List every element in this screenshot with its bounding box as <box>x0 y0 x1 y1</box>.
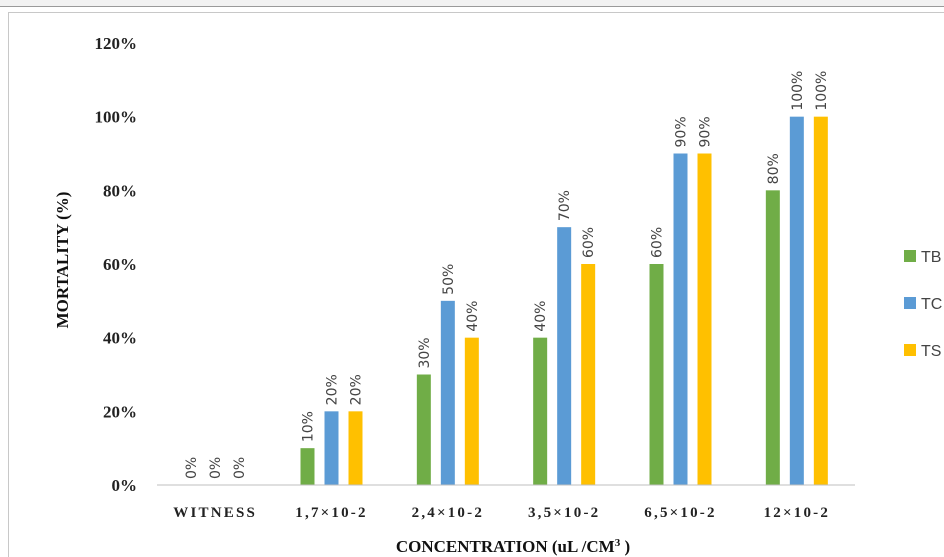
x-tick-label: 12×10-2 <box>764 505 830 521</box>
bar-tc <box>673 153 688 485</box>
legend-label-tc: TC <box>921 296 942 313</box>
data-label: 50% <box>441 264 457 295</box>
bar-ts <box>581 264 596 485</box>
data-label: 40% <box>465 301 481 332</box>
bar-tc <box>440 300 455 485</box>
bar-series <box>300 116 828 486</box>
x-tick-label: 2,4×10-2 <box>412 505 484 521</box>
legend: TB TC TS <box>904 249 942 360</box>
bar-ts <box>348 411 363 485</box>
x-axis-ticks: WITNESS 1,7×10-2 2,4×10-2 3,5×10-2 6,5×10-2 1… <box>173 505 830 521</box>
data-label: 10% <box>301 411 317 442</box>
x-tick-label: WITNESS <box>173 505 257 521</box>
x-axis-title: CONCENTRATION (uL /CM3 ) <box>396 537 630 556</box>
y-tick-label: 20% <box>103 402 137 421</box>
x-axis-title-superscript: 3 <box>615 537 621 549</box>
data-label: 70% <box>557 190 573 221</box>
data-labels: 0% 0% 0% 10% 20% 20% 30% 50% 40% 40% 70% 60% 60% 90% 9… <box>184 71 830 479</box>
x-axis-title-tail: ) <box>620 537 630 556</box>
data-label: 60% <box>650 227 666 258</box>
data-label: 20% <box>325 374 341 405</box>
bar-ts <box>464 337 479 485</box>
data-label: 40% <box>533 301 549 332</box>
bar-ts <box>697 153 712 485</box>
data-label: 0% <box>184 457 200 479</box>
y-tick-label: 80% <box>103 181 137 200</box>
bar-tb <box>533 337 548 485</box>
data-label: 60% <box>581 227 597 258</box>
window-top-edge <box>0 0 944 7</box>
data-label: 90% <box>674 116 690 147</box>
bar-tb <box>649 264 664 485</box>
y-tick-label: 0% <box>112 476 138 495</box>
legend-swatch-tc <box>904 297 916 309</box>
y-tick-label: 100% <box>95 108 138 127</box>
bar-tb <box>416 374 431 485</box>
data-label: 30% <box>417 337 433 368</box>
data-label: 0% <box>232 457 248 479</box>
x-tick-label: 6,5×10-2 <box>644 505 716 521</box>
bar-tc <box>324 411 339 485</box>
x-tick-label: 3,5×10-2 <box>528 505 600 521</box>
data-label: 80% <box>766 153 782 184</box>
bar-tc <box>789 116 804 486</box>
bar-ts <box>813 116 828 486</box>
x-tick-label: 1,7×10-2 <box>295 505 367 521</box>
legend-swatch-tb <box>904 250 916 262</box>
x-axis-title-main: CONCENTRATION (uL /CM <box>396 537 615 556</box>
data-label: 100% <box>790 71 806 111</box>
y-tick-label: 120% <box>95 34 138 53</box>
chart-border <box>8 12 944 557</box>
data-label: 20% <box>349 374 365 405</box>
bar-tc <box>557 227 572 485</box>
legend-swatch-ts <box>904 344 916 356</box>
data-label: 90% <box>698 116 714 147</box>
y-tick-label: 60% <box>103 255 137 274</box>
y-tick-label: 40% <box>103 329 137 348</box>
legend-label-ts: TS <box>921 343 941 360</box>
bar-tb <box>300 448 315 485</box>
y-axis-title: MORTALITY (%) <box>53 192 72 329</box>
legend-label-tb: TB <box>921 249 941 266</box>
data-label: 100% <box>814 71 830 111</box>
bar-tb <box>765 190 780 486</box>
data-label: 0% <box>208 457 224 479</box>
y-axis-ticks: 0% 20% 40% 60% 80% 100% 120% <box>95 34 138 495</box>
